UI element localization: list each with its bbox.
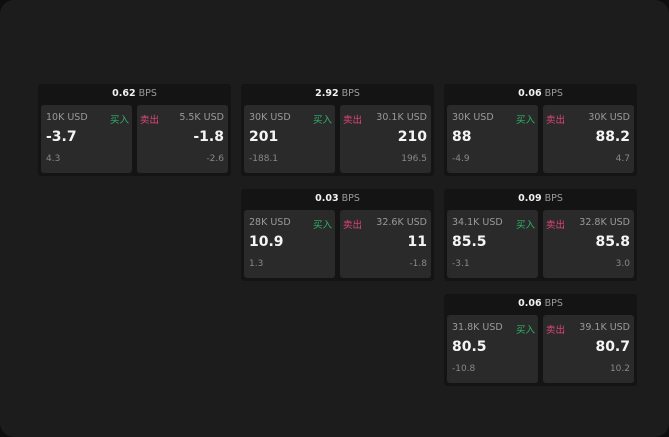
buy-size: 34.1K USD — [452, 217, 503, 228]
spread-value: 0.09 — [518, 193, 542, 204]
buy-button[interactable]: 30K USD 买入 201 -188.1 — [244, 105, 335, 173]
buy-price: 88 — [452, 129, 472, 145]
sell-button[interactable]: 卖出 32.8K USD 85.8 3.0 — [543, 210, 634, 278]
quote-card: 0.06 BPS 31.8K USD 买入 80.5 -10.8 卖出 39.1… — [444, 294, 637, 386]
sell-price: -1.8 — [193, 129, 224, 145]
spread-header: 0.06 BPS — [444, 294, 637, 314]
buy-price: 10.9 — [249, 234, 284, 250]
quote-card: 0.62 BPS 10K USD 买入 -3.7 4.3 卖出 5.5K USD… — [38, 84, 231, 176]
sell-size: 39.1K USD — [579, 322, 630, 333]
buy-button[interactable]: 31.8K USD 买入 80.5 -10.8 — [447, 315, 538, 383]
sell-price: 85.8 — [595, 234, 630, 250]
sell-label: 卖出 — [343, 220, 363, 231]
sell-change: 4.7 — [615, 154, 630, 164]
buy-size: 28K USD — [249, 217, 291, 228]
buy-change: -3.1 — [452, 259, 470, 269]
spread-value: 0.62 — [112, 88, 136, 99]
spread-header: 0.62 BPS — [38, 84, 231, 104]
buy-change: -188.1 — [249, 154, 279, 164]
sell-size: 30.1K USD — [376, 112, 427, 123]
buy-size: 31.8K USD — [452, 322, 503, 333]
buy-size: 30K USD — [249, 112, 291, 123]
sell-price: 210 — [397, 129, 427, 145]
sell-size: 30K USD — [588, 112, 630, 123]
sell-change: 3.0 — [615, 259, 630, 269]
spread-header: 0.09 BPS — [444, 189, 637, 209]
quote-card: 0.06 BPS 30K USD 买入 88 -4.9 卖出 30K USD 8… — [444, 84, 637, 176]
buy-price: 80.5 — [452, 339, 487, 355]
spread-value: 0.03 — [315, 193, 339, 204]
spread-header: 2.92 BPS — [241, 84, 434, 104]
buy-price: -3.7 — [46, 129, 77, 145]
sell-size: 32.6K USD — [376, 217, 427, 228]
buy-size: 10K USD — [46, 112, 88, 123]
quote-card: 0.09 BPS 34.1K USD 买入 85.5 -3.1 卖出 32.8K… — [444, 189, 637, 281]
buy-price: 201 — [249, 129, 279, 145]
buy-button[interactable]: 28K USD 买入 10.9 1.3 — [244, 210, 335, 278]
sell-button[interactable]: 卖出 32.6K USD 11 -1.8 — [340, 210, 431, 278]
sell-button[interactable]: 卖出 5.5K USD -1.8 -2.6 — [137, 105, 228, 173]
sell-label: 卖出 — [546, 220, 566, 231]
sell-label: 卖出 — [140, 115, 160, 126]
sell-change: 196.5 — [401, 154, 427, 164]
spread-unit: BPS — [544, 298, 563, 309]
sell-label: 卖出 — [546, 115, 566, 126]
spread-unit: BPS — [544, 193, 563, 204]
spread-value: 2.92 — [315, 88, 339, 99]
sell-change: 10.2 — [609, 364, 630, 374]
buy-button[interactable]: 30K USD 买入 88 -4.9 — [447, 105, 538, 173]
sell-button[interactable]: 卖出 30.1K USD 210 196.5 — [340, 105, 431, 173]
quote-card: 2.92 BPS 30K USD 买入 201 -188.1 卖出 30.1K … — [241, 84, 434, 176]
sell-size: 32.8K USD — [579, 217, 630, 228]
spread-unit: BPS — [138, 88, 157, 99]
buy-label: 买入 — [515, 325, 535, 336]
spread-value: 0.06 — [518, 298, 542, 309]
sell-label: 卖出 — [343, 115, 363, 126]
quote-card: 0.03 BPS 28K USD 买入 10.9 1.3 卖出 32.6K US… — [241, 189, 434, 281]
spread-unit: BPS — [341, 88, 360, 99]
buy-size: 30K USD — [452, 112, 494, 123]
buy-label: 买入 — [515, 220, 535, 231]
spread-header: 0.03 BPS — [241, 189, 434, 209]
sell-size: 5.5K USD — [179, 112, 224, 123]
sell-button[interactable]: 卖出 30K USD 88.2 4.7 — [543, 105, 634, 173]
sell-price: 80.7 — [595, 339, 630, 355]
buy-label: 买入 — [312, 220, 332, 231]
sell-price: 11 — [407, 234, 427, 250]
sell-label: 卖出 — [546, 325, 566, 336]
buy-label: 买入 — [515, 115, 535, 126]
spread-unit: BPS — [341, 193, 360, 204]
buy-change: -10.8 — [452, 364, 476, 374]
sell-button[interactable]: 卖出 39.1K USD 80.7 10.2 — [543, 315, 634, 383]
buy-change: 1.3 — [249, 259, 264, 269]
spread-unit: BPS — [544, 88, 563, 99]
buy-label: 买入 — [109, 115, 129, 126]
sell-change: -1.8 — [409, 259, 427, 269]
buy-price: 85.5 — [452, 234, 487, 250]
buy-label: 买入 — [312, 115, 332, 126]
spread-value: 0.06 — [518, 88, 542, 99]
spread-header: 0.06 BPS — [444, 84, 637, 104]
buy-change: 4.3 — [46, 154, 61, 164]
buy-change: -4.9 — [452, 154, 470, 164]
sell-price: 88.2 — [595, 129, 630, 145]
sell-change: -2.6 — [206, 154, 224, 164]
buy-button[interactable]: 34.1K USD 买入 85.5 -3.1 — [447, 210, 538, 278]
buy-button[interactable]: 10K USD 买入 -3.7 4.3 — [41, 105, 132, 173]
